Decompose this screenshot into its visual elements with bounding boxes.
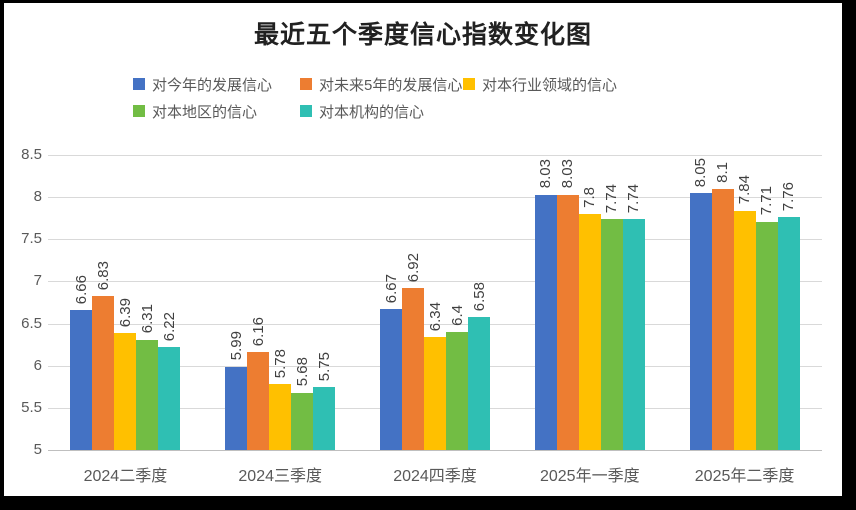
bar-2024三季度-series3: [291, 392, 314, 450]
bar-2024二季度-series2: [114, 332, 137, 450]
bar-2024三季度-series1: [247, 352, 270, 450]
bar-data-label: 5.68: [293, 357, 311, 387]
bar-data-label: 7.8: [581, 187, 599, 208]
bar-data-label: 6.16: [249, 317, 267, 347]
bar-data-label: 7.71: [758, 186, 776, 216]
bar-data-label: 7.74: [625, 183, 643, 214]
legend-item-series0: 对今年的发展信心: [133, 76, 273, 94]
legend-item-series3: 对本地区的信心: [133, 103, 258, 121]
bar-2025年一季度-series1: [556, 194, 579, 450]
gridline: [48, 323, 822, 325]
bar-data-label: 7.74: [603, 183, 621, 214]
bar-2024四季度-series1: [402, 288, 424, 450]
gridline: [48, 197, 822, 199]
bar-data-label: 7.76: [780, 182, 798, 212]
legend-item-series4: 对本机构的信心: [300, 103, 425, 121]
y-axis-tick-label: 5: [33, 441, 42, 458]
x-axis-category-label: 2024三季度: [238, 468, 322, 485]
bar-2025年一季度-series2: [578, 214, 601, 450]
bar-2024二季度-series0: [70, 310, 93, 450]
legend-label: 对本行业领域的信心: [482, 76, 618, 94]
y-axis-tick-label: 5.5: [21, 398, 42, 416]
legend-label: 对今年的发展信心: [152, 76, 273, 94]
bar-2025年一季度-series0: [534, 194, 557, 450]
legend-swatch-icon: [300, 78, 312, 90]
x-axis-category-label: 2025年一季度: [539, 468, 640, 485]
bar-data-label: 8.03: [537, 159, 555, 189]
bar-2024二季度-series4: [158, 347, 181, 450]
bar-data-label: 6.31: [138, 304, 156, 334]
y-axis-tick-label: 7: [33, 272, 42, 290]
bar-data-label: 6.34: [426, 301, 444, 332]
bar-data-label: 5.99: [227, 331, 245, 361]
bar-2025年二季度-series1: [711, 188, 734, 450]
gridline: [48, 281, 822, 283]
bar-data-label: 6.58: [470, 281, 488, 311]
bar-data-label: 6.39: [116, 297, 134, 327]
y-axis-tick-label: 8: [33, 188, 42, 206]
x-axis-category-label: 2024四季度: [393, 468, 477, 485]
legend-label: 对本地区的信心: [152, 103, 258, 121]
legend-item-series2: 对本行业领域的信心: [463, 76, 618, 94]
legend-label: 对未来5年的发展信心: [319, 76, 463, 94]
bar-2025年二季度-series0: [689, 192, 712, 450]
bar-2024四季度-series3: [446, 332, 468, 450]
bar-2024三季度-series4: [313, 386, 336, 450]
legend-swatch-icon: [133, 105, 145, 117]
bar-data-label: 6.66: [72, 274, 90, 305]
bar-2025年二季度-series3: [755, 221, 778, 450]
legend-swatch-icon: [463, 78, 475, 90]
legend-label: 对本机构的信心: [319, 103, 425, 121]
bar-2025年二季度-series4: [777, 217, 800, 450]
bar-2025年一季度-series4: [622, 219, 645, 450]
bar-2024四季度-series0: [380, 309, 402, 450]
bar-2024二季度-series1: [92, 295, 115, 450]
bar-2025年一季度-series3: [600, 219, 623, 450]
gridline: [48, 155, 822, 156]
x-axis-line: [48, 450, 822, 451]
bar-data-label: 8.03: [559, 159, 577, 189]
bar-data-label: 6.83: [94, 260, 112, 290]
bar-2024二季度-series3: [136, 339, 159, 450]
legend-swatch-icon: [133, 78, 145, 90]
bar-data-label: 6.67: [382, 274, 400, 304]
gridline: [48, 239, 822, 241]
plot-area: 8.5 8 7.5 7 6.5 6 5.5 5 6.66 6.83 6.39 6.31 6.22 2024…: [21, 146, 822, 485]
bar-data-label: 8.05: [692, 157, 710, 187]
bar-data-label: 5.78: [271, 349, 289, 379]
chart-canvas: 最近五个季度信心指数变化图 对今年的发展信心 对未来5年的发展信心 对本行业领域的信…: [4, 3, 842, 496]
x-axis-category-label: 2024二季度: [83, 468, 168, 485]
bar-2024四季度-series2: [424, 337, 446, 450]
chart-title: 最近五个季度信心指数变化图: [253, 20, 592, 49]
bar-2025年二季度-series2: [733, 210, 756, 450]
legend-item-series1: 对未来5年的发展信心: [300, 76, 463, 94]
bar-2024四季度-series4: [468, 316, 490, 450]
y-axis-tick-label: 6.5: [21, 314, 42, 332]
x-axis-category-label: 2025年二季度: [694, 468, 795, 485]
bar-data-label: 5.75: [315, 351, 333, 381]
y-axis-tick-label: 6: [33, 356, 42, 374]
bar-data-label: 6.92: [404, 252, 422, 283]
y-axis-tick-label: 7.5: [21, 230, 42, 248]
bar-2024三季度-series2: [269, 384, 292, 450]
bar-data-label: 8.1: [714, 161, 732, 183]
y-axis-tick-label: 8.5: [21, 146, 42, 163]
legend-swatch-icon: [300, 105, 312, 117]
bar-2024三季度-series0: [225, 366, 248, 450]
bar-data-label: 6.4: [448, 305, 466, 326]
bar-data-label: 7.84: [736, 175, 754, 205]
bar-data-label: 6.22: [160, 311, 178, 342]
